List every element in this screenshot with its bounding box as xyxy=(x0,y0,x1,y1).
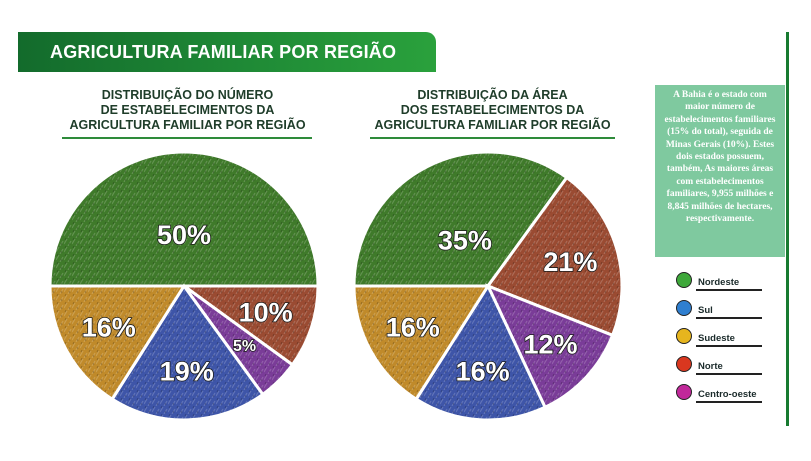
legend-swatch xyxy=(676,300,692,316)
pie-slice-nordeste xyxy=(352,150,569,288)
banner-title: AGRICULTURA FAMILIAR POR REGIÃO xyxy=(50,41,397,62)
section-banner: AGRICULTURA FAMILIAR POR REGIÃO xyxy=(18,32,436,72)
pie-chart-establishments: 50% 10% 5% 19% 16% xyxy=(48,150,320,422)
pie-chart-area: 35% 21% 12% 16% 16% xyxy=(352,150,624,422)
pie-label-norte: 10% xyxy=(239,298,293,328)
pie-slice-nordeste xyxy=(48,150,320,288)
right-border-rule xyxy=(786,32,789,426)
info-box: A Bahia é o estado com maior número de e… xyxy=(655,85,785,257)
chart-2-title-rule xyxy=(370,137,615,139)
legend-label: Centro-oeste xyxy=(698,389,757,400)
legend-item-sudeste: Sudeste xyxy=(676,328,762,348)
pie-slice-sul xyxy=(414,282,548,422)
legend-label: Norte xyxy=(698,361,723,372)
legend-item-norte: Norte xyxy=(676,356,762,376)
legend-rule xyxy=(696,373,762,375)
pie-label-nordeste: 50% xyxy=(157,220,211,250)
pie-slice-sul xyxy=(110,283,265,422)
legend-rule xyxy=(696,289,762,291)
pie-label-centro-oeste: 5% xyxy=(233,338,256,355)
legend-item-sul: Sul xyxy=(676,300,762,320)
chart-1-title-rule xyxy=(62,137,312,139)
legend-label: Nordeste xyxy=(698,277,740,288)
legend-swatch xyxy=(676,272,692,288)
pie-slice-norte xyxy=(485,175,624,338)
pie-label-sudeste: 16% xyxy=(82,312,136,342)
legend-label: Sul xyxy=(698,305,713,316)
pie-label-sul: 16% xyxy=(456,357,510,387)
legend-swatch xyxy=(676,356,692,372)
legend-rule xyxy=(696,317,762,319)
pie-label-sul: 19% xyxy=(160,357,214,387)
pie-slice-sudeste xyxy=(48,284,187,402)
legend-item-centro-oeste: Centro-oeste xyxy=(676,384,762,404)
legend-item-nordeste: Nordeste xyxy=(676,272,762,292)
pie-slice-centro-oeste xyxy=(485,283,615,410)
legend-swatch xyxy=(676,384,692,400)
chart-2-title: DISTRIBUIÇÃO DA ÁREA DOS ESTABELECIMENTO… xyxy=(374,88,611,132)
pie-label-centro-oeste: 12% xyxy=(523,330,577,360)
legend-swatch xyxy=(676,328,692,344)
legend-label: Sudeste xyxy=(698,333,735,344)
pie-label-nordeste: 35% xyxy=(438,226,492,256)
pie-slice-norte xyxy=(179,284,320,367)
legend-rule xyxy=(696,345,762,347)
chart-1-title: DISTRIBUIÇÃO DO NÚMERO DE ESTABELECIMENT… xyxy=(69,88,306,132)
info-text: A Bahia é o estado com maior número de e… xyxy=(664,90,776,225)
pie-slice-sudeste xyxy=(352,284,491,402)
legend-rule xyxy=(696,401,762,403)
pie-label-norte: 21% xyxy=(543,247,597,277)
pie-label-sudeste: 16% xyxy=(386,312,440,342)
